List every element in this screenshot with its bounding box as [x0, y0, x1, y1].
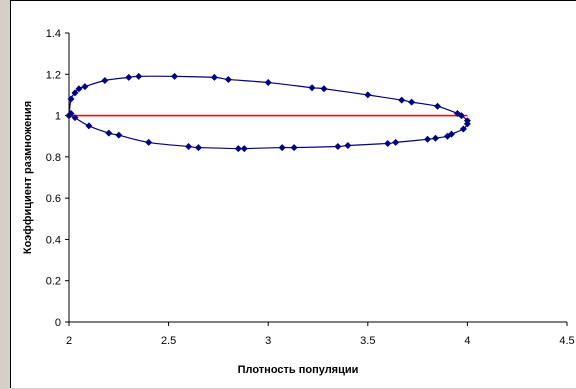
- data-point: [81, 83, 89, 91]
- data-point: [278, 144, 286, 152]
- data-point: [135, 72, 143, 80]
- x-tick-label: 3: [265, 335, 271, 347]
- series-0-line: [68, 75, 469, 150]
- data-point: [67, 95, 75, 103]
- y-axis-title: Коэффициент размножения: [22, 101, 34, 254]
- data-point: [240, 145, 248, 153]
- data-point: [344, 142, 352, 150]
- data-point: [194, 144, 202, 152]
- data-point: [424, 135, 432, 143]
- data-point: [320, 85, 328, 93]
- x-axis-title: Плотность популяции: [238, 364, 359, 376]
- y-tick-label: 1.4: [46, 28, 61, 40]
- data-point: [85, 122, 93, 130]
- data-point: [364, 91, 372, 99]
- data-point: [264, 79, 272, 87]
- data-point: [432, 134, 440, 142]
- data-point: [457, 112, 465, 120]
- y-tick-label: 1: [55, 111, 61, 123]
- data-point: [65, 112, 73, 120]
- x-tick-label: 4: [464, 335, 470, 347]
- data-point: [71, 114, 79, 122]
- data-point: [145, 138, 153, 146]
- y-tick-label: 0.6: [46, 193, 61, 205]
- data-point: [101, 76, 109, 84]
- data-point: [290, 144, 298, 152]
- data-point: [443, 132, 451, 140]
- data-point: [185, 143, 193, 151]
- tick-labels: 0 0.2 0.4 0.6 0.8 1 1.2 1.4 2 2.5 3 3.5 4 4.5: [46, 28, 575, 347]
- data-point: [459, 125, 467, 133]
- data-point: [210, 73, 218, 81]
- data-point: [171, 72, 179, 80]
- x-tick-label: 2: [66, 335, 72, 347]
- data-point: [384, 139, 392, 147]
- data-point: [125, 73, 133, 81]
- data-point: [463, 120, 471, 128]
- data-point: [308, 84, 316, 92]
- data-point: [234, 145, 242, 153]
- data-point: [71, 89, 79, 97]
- x-tick-label: 2.5: [161, 335, 176, 347]
- chart-plot: 0 0.2 0.4 0.6 0.8 1 1.2 1.4 2 2.5 3 3.5 4 4.5 Плотнос…: [22, 28, 575, 376]
- y-tick-label: 0.4: [46, 234, 61, 246]
- series-marks: [65, 72, 471, 153]
- y-tick-label: 0.2: [46, 276, 61, 288]
- y-tick-label: 0: [55, 317, 61, 329]
- chart-area: 0 0.2 0.4 0.6 0.8 1 1.2 1.4 2 2.5 3 3.5 4 4.5 Плотнос…: [10, 0, 576, 388]
- x-tick-label: 3.5: [360, 335, 375, 347]
- axes: [65, 32, 568, 326]
- data-point: [75, 85, 83, 93]
- y-tick-label: 1.2: [46, 69, 61, 81]
- data-point: [434, 102, 442, 110]
- data-point: [115, 131, 123, 139]
- data-point: [392, 138, 400, 146]
- data-point: [408, 98, 416, 106]
- x-tick-label: 4.5: [559, 335, 574, 347]
- y-tick-label: 0.8: [46, 152, 61, 164]
- data-point: [398, 96, 406, 104]
- data-point: [224, 75, 232, 83]
- data-point: [105, 129, 113, 137]
- data-point: [334, 143, 342, 151]
